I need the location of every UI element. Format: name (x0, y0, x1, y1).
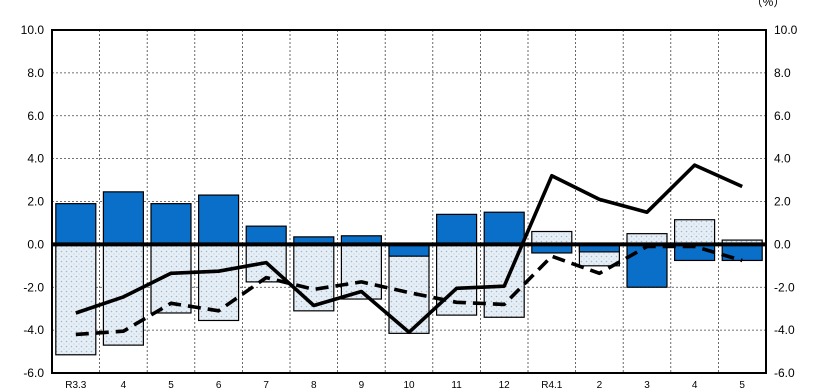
y-tick-label-right: 4.0 (774, 152, 791, 166)
line-solid (75, 163, 743, 335)
y-axis-left-ticks: 10.0 8.0 6.0 4.0 2.0 0.0 -2.0 -4.0 -6.0 (21, 23, 45, 380)
x-tick-label: 3 (644, 380, 650, 391)
bar-dotted (55, 243, 97, 356)
x-axis-ticks: R3.3 4 5 6 7 8 9 10 11 12 R4.1 2 3 4 5 (65, 380, 745, 391)
bar-blue (150, 203, 192, 245)
x-tick-label: R3.3 (65, 380, 87, 391)
y-tick-label-right: -4.0 (774, 323, 795, 337)
bar-blue (102, 191, 144, 245)
x-tick-label: R4.1 (541, 380, 563, 391)
x-tick-label: 4 (692, 380, 698, 391)
series-lines (75, 163, 743, 337)
x-tick-label: 12 (499, 380, 511, 391)
bar-dotted (674, 219, 716, 245)
bar-dotted (102, 243, 144, 346)
y-tick-label: -4.0 (23, 323, 44, 337)
unit-label: （%） (751, 0, 786, 9)
y-tick-label: 6.0 (27, 109, 44, 123)
y-tick-label: 10.0 (21, 23, 45, 37)
x-tick-label: 2 (597, 380, 603, 391)
y-tick-label: 0.0 (27, 237, 44, 251)
x-tick-label: 10 (403, 380, 415, 391)
y-tick-label-right: 6.0 (774, 109, 791, 123)
bar-blue (436, 213, 478, 245)
y-tick-label: 4.0 (27, 152, 44, 166)
line-dashed (75, 244, 743, 337)
y-tick-label-right: 2.0 (774, 195, 791, 209)
plot-frame (51, 29, 767, 374)
bar-dotted (436, 243, 478, 316)
y-tick-label-right: 0.0 (774, 237, 791, 251)
bar-blue (55, 203, 97, 245)
y-tick-label: -6.0 (23, 366, 44, 380)
y-axis-right-ticks: 10.0 8.0 6.0 4.0 2.0 0.0 -2.0 -4.0 -6.0 (774, 23, 798, 380)
bar-blue (626, 243, 668, 288)
bar-blue (245, 225, 287, 245)
y-tick-label-right: 10.0 (774, 23, 798, 37)
bar-blue (198, 194, 240, 245)
y-tick-label: -2.0 (23, 280, 44, 294)
x-tick-label: 5 (168, 380, 174, 391)
axes (51, 29, 767, 374)
y-tick-label-right: -6.0 (774, 366, 795, 380)
y-tick-label-right: 8.0 (774, 66, 791, 80)
x-tick-label: 5 (739, 380, 745, 391)
y-tick-label-right: -2.0 (774, 280, 795, 294)
x-tick-label: 11 (451, 380, 462, 391)
y-tick-label: 8.0 (27, 66, 44, 80)
y-tick-label: 2.0 (27, 195, 44, 209)
x-tick-label: 7 (263, 380, 269, 391)
x-tick-label: 6 (216, 380, 222, 391)
x-tick-label: 4 (121, 380, 127, 391)
bar-blue (483, 211, 525, 245)
x-tick-label: 8 (311, 380, 317, 391)
bar-dotted (198, 243, 240, 322)
x-tick-label: 9 (359, 380, 365, 391)
